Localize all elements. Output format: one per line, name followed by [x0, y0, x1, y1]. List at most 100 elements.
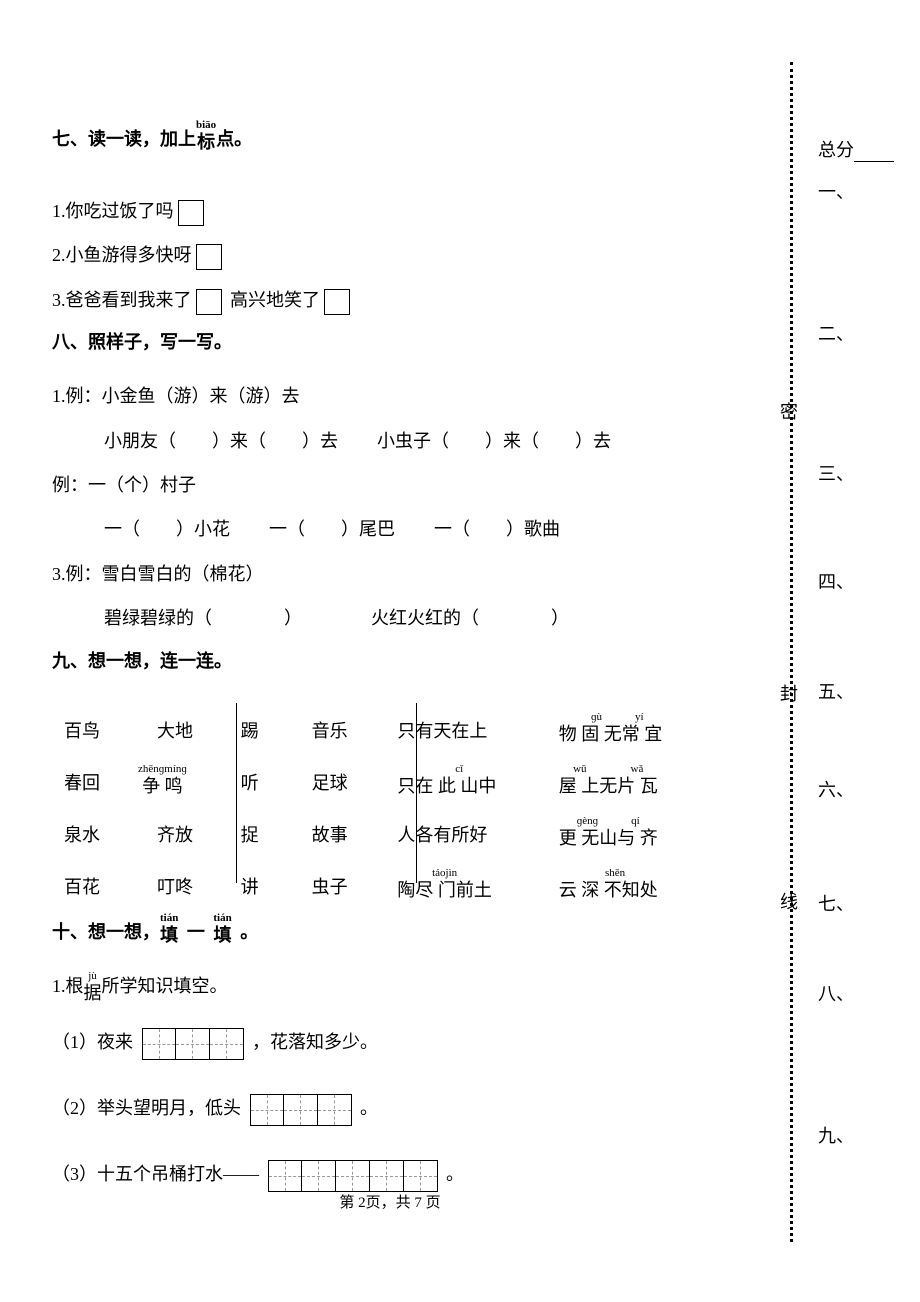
char-grid[interactable] — [250, 1094, 352, 1126]
divider — [236, 703, 237, 883]
section-score-label: 七、 — [818, 890, 854, 916]
text: 一 — [187, 922, 205, 942]
match-cell[interactable]: wū wǎ屋 上无片 瓦 — [559, 764, 720, 795]
q8-1-ex: 1.例：小金鱼（游）来（游）去 — [52, 380, 720, 412]
pinyin-word: shēn云 深 不知处 — [559, 868, 658, 899]
match-cell[interactable]: ɡènɡ qí更 无山与 齐 — [559, 816, 720, 847]
match-row: 百花叮咚讲虫子táojìn陶尽 门前土 shēn云 深 不知处 — [52, 855, 720, 899]
section-score-label: 八、 — [818, 980, 854, 1006]
match-cell[interactable]: 泉水齐放 — [52, 821, 227, 847]
char: 据 — [84, 983, 102, 1003]
blank-phrase[interactable]: 一（ ）尾巴 — [269, 519, 395, 539]
section-score-label: 三、 — [818, 460, 854, 486]
pinyin-word: wū wǎ屋 上无片 瓦 — [559, 764, 658, 795]
text: 十、想一想， — [52, 922, 160, 942]
char: 标 — [197, 132, 215, 152]
section-score-label: 九、 — [818, 1122, 854, 1148]
pinyin-word: cǐ只在 此 山中 — [397, 764, 496, 795]
text: 3.爸爸看到我来了 — [52, 290, 192, 310]
score-line[interactable] — [854, 161, 894, 162]
text: 。 — [446, 1164, 464, 1184]
pinyin: jù — [84, 971, 102, 982]
section-score-label: 四、 — [818, 568, 854, 594]
blank-phrase[interactable]: 小朋友（ ）来（ ）去 — [104, 431, 338, 451]
match-cell[interactable]: ɡù yí物 固 无常 宜 — [559, 712, 720, 743]
pinyin-tian2: tián填 — [213, 913, 231, 944]
page-footer: 第 2页，共 7 页 — [0, 1191, 780, 1212]
section-score-label: 六、 — [818, 776, 854, 802]
match-cell[interactable]: shēn云 深 不知处 — [559, 868, 720, 899]
pinyin-word: zhēnɡmínɡ争 鸣 — [138, 764, 187, 795]
char: 填 — [214, 925, 232, 945]
match-cell[interactable]: 踢音乐 — [227, 717, 398, 743]
section-8-title: 八、照样子，写一写。 — [52, 328, 720, 354]
text: 1.你吃过饭了吗 — [52, 201, 174, 221]
pinyin: tián — [213, 913, 231, 924]
q10-3: （3）十五个吊桶打水—— 。 — [52, 1158, 720, 1192]
match-cell[interactable]: cǐ只在 此 山中 — [397, 764, 558, 795]
match-cell[interactable]: 百鸟大地 — [52, 717, 227, 743]
match-cell[interactable]: 只有天在上 — [397, 717, 558, 743]
pinyin-word: táojìn陶尽 门前土 — [397, 868, 492, 899]
blank-phrase[interactable]: 火红火红的（ ） — [371, 608, 569, 628]
q8-2: 一（ ）小花 一（ ）尾巴 一（ ）歌曲 — [104, 513, 720, 545]
match-cell[interactable]: táojìn陶尽 门前土 — [397, 868, 558, 899]
total-score: 总分 — [818, 136, 894, 162]
divider — [416, 703, 417, 883]
match-cell[interactable]: 百花叮咚 — [52, 873, 227, 899]
text: 2.小鱼游得多快呀 — [52, 245, 192, 265]
pinyin-word: ɡènɡ qí更 无山与 齐 — [559, 816, 658, 847]
text: 高兴地笑了 — [230, 290, 320, 310]
blank-phrase[interactable]: 小虫子（ ）来（ ）去 — [377, 431, 611, 451]
section-7-title: 七、读一读，加上biāo标点。 — [52, 120, 720, 151]
text: 。 — [360, 1098, 378, 1118]
match-row: 春回zhēnɡmínɡ争 鸣听足球 cǐ只在 此 山中 wū wǎ屋 上无片 瓦 — [52, 751, 720, 795]
q7-2: 2.小鱼游得多快呀 — [52, 239, 720, 271]
pinyin: biāo — [196, 120, 216, 131]
blank-phrase[interactable]: 一（ ）小花 — [104, 519, 230, 539]
text: （3）十五个吊桶打水—— — [52, 1164, 259, 1184]
text: 。 — [240, 922, 258, 942]
match-cell[interactable]: 听足球 — [227, 769, 398, 795]
match-block: 百鸟大地踢音乐只有天在上 ɡù yí物 固 无常 宜春回zhēnɡmínɡ争 鸣… — [52, 699, 720, 899]
answer-box[interactable] — [178, 200, 204, 226]
q10-1: （1）夜来 ，花落知多少。 — [52, 1026, 720, 1060]
answer-box[interactable] — [196, 289, 222, 315]
seal-char: 封 — [780, 680, 798, 706]
section-score-label: 二、 — [818, 320, 854, 346]
dotted-line — [790, 62, 793, 1242]
text: （2）举头望明月，低头 — [52, 1098, 241, 1118]
answer-box[interactable] — [324, 289, 350, 315]
match-row: 百鸟大地踢音乐只有天在上 ɡù yí物 固 无常 宜 — [52, 699, 720, 743]
q7-1: 1.你吃过饭了吗 — [52, 195, 720, 227]
section-9-title: 九、想一想，连一连。 — [52, 647, 720, 673]
q10-2: （2）举头望明月，低头 。 — [52, 1092, 720, 1126]
match-cell[interactable]: 人各有所好 — [397, 821, 558, 847]
pinyin-biao: biāo标 — [196, 120, 216, 151]
q8-2-ex: 例：一（个）村子 — [52, 469, 720, 501]
blank-phrase[interactable]: 碧绿碧绿的（ ） — [104, 608, 302, 628]
section-score-label: 五、 — [818, 678, 854, 704]
answer-box[interactable] — [196, 244, 222, 270]
text: 1.根 — [52, 976, 84, 996]
pinyin-tian: tián填 — [160, 913, 178, 944]
char-grid[interactable] — [142, 1028, 244, 1060]
text: （1）夜来 — [52, 1032, 133, 1052]
pinyin-word: ɡù yí物 固 无常 宜 — [559, 712, 663, 743]
match-cell[interactable]: 春回zhēnɡmínɡ争 鸣 — [52, 764, 227, 795]
match-cell[interactable]: 捉故事 — [227, 821, 398, 847]
q7-3: 3.爸爸看到我来了 高兴地笑了 — [52, 284, 720, 316]
q8-3: 碧绿碧绿的（ ） 火红火红的（ ） — [104, 602, 720, 634]
pinyin: tián — [160, 913, 178, 924]
char: 填 — [160, 925, 178, 945]
text: 七、读一读，加上 — [52, 129, 196, 149]
match-row: 泉水齐放捉故事人各有所好ɡènɡ qí更 无山与 齐 — [52, 803, 720, 847]
pinyin-ju: jù据 — [84, 971, 102, 1002]
match-cell[interactable]: 讲虫子 — [227, 873, 398, 899]
text: 点。 — [216, 129, 252, 149]
q8-3-ex: 3.例：雪白雪白的（棉花） — [52, 558, 720, 590]
blank-phrase[interactable]: 一（ ）歌曲 — [434, 519, 560, 539]
seal-char: 线 — [780, 888, 798, 914]
char-grid[interactable] — [268, 1160, 438, 1192]
seal-char: 密 — [780, 398, 798, 424]
